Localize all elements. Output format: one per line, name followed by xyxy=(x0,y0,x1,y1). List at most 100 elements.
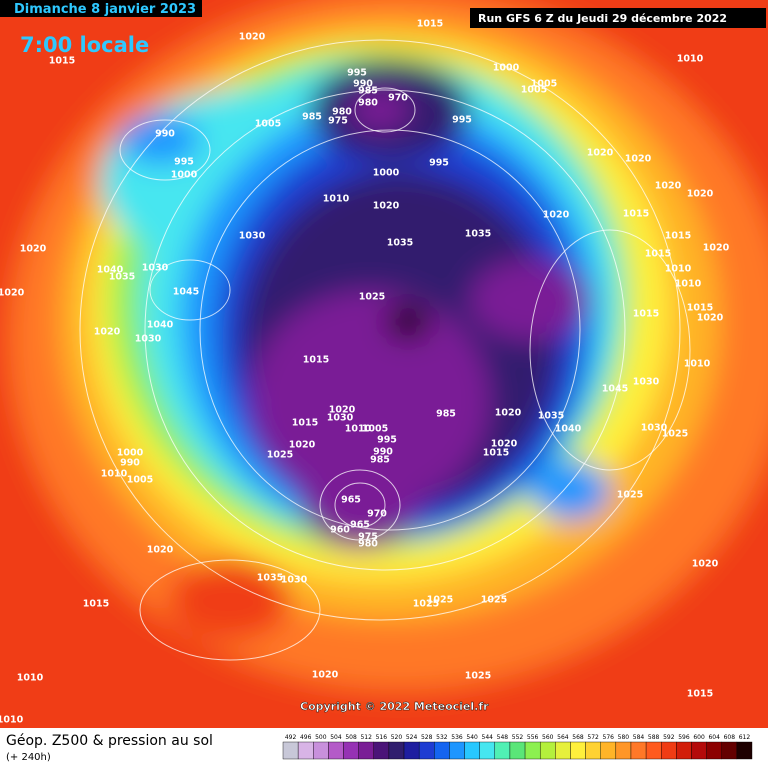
scale-swatch xyxy=(358,741,374,760)
isobar-label: 1015 xyxy=(483,448,509,459)
isobar-label: 1015 xyxy=(303,355,329,366)
scale-label: 552 xyxy=(512,734,524,741)
isobar-label: 960 xyxy=(330,525,350,536)
isobar-label: 1030 xyxy=(281,575,308,586)
isobar-label: 1020 xyxy=(0,288,25,299)
scale-label: 604 xyxy=(708,734,720,741)
isobar-label: 995 xyxy=(429,158,449,169)
scale-swatch xyxy=(479,741,496,760)
height-field xyxy=(0,0,768,728)
isobar-label: 1020 xyxy=(625,154,652,165)
isobar-label: 1040 xyxy=(97,265,124,276)
scale-label: 516 xyxy=(376,734,388,741)
scale-swatch xyxy=(328,741,344,760)
isobar-label: 1020 xyxy=(20,244,47,255)
isobar-label: 1045 xyxy=(602,384,628,395)
scale-swatch xyxy=(297,741,314,760)
isobar-label: 1025 xyxy=(267,450,293,461)
scale-label: 556 xyxy=(527,734,539,741)
isobar-label: 1010 xyxy=(675,279,702,290)
scale-swatch xyxy=(570,741,586,760)
isobar-label: 975 xyxy=(328,116,348,127)
isobar-label: 1015 xyxy=(417,19,443,30)
isobar-label: 1000 xyxy=(117,448,144,459)
scale-swatch xyxy=(509,741,526,760)
isobar-label: 1035 xyxy=(538,411,564,422)
isobar-label: 995 xyxy=(377,435,397,446)
isobar-label: 990 xyxy=(155,129,175,140)
scale-label: 504 xyxy=(330,734,342,741)
scale-label: 548 xyxy=(497,734,509,741)
isobar-label: 965 xyxy=(341,495,361,506)
scale-swatch xyxy=(721,741,738,760)
isobar-label: 1010 xyxy=(323,194,350,205)
isobar-label: 1020 xyxy=(495,408,522,419)
scale-label: 560 xyxy=(542,734,554,741)
isobar-label: 1020 xyxy=(687,189,714,200)
isobar-label: 1025 xyxy=(359,292,385,303)
scale-swatch xyxy=(539,741,556,760)
scale-swatch xyxy=(555,741,571,760)
scale-label: 532 xyxy=(436,734,448,741)
scale-swatch xyxy=(645,741,662,760)
isobar-label: 1015 xyxy=(292,418,318,429)
isobar-label: 1015 xyxy=(83,599,109,610)
scale-swatch xyxy=(615,741,632,760)
isobar-label: 1010 xyxy=(345,424,372,435)
scale-label: 512 xyxy=(360,734,372,741)
scale-label: 540 xyxy=(466,734,478,741)
run-box xyxy=(470,8,766,28)
scale-label: 608 xyxy=(724,734,736,741)
scale-swatch xyxy=(449,741,465,760)
scale-label: 500 xyxy=(315,734,327,741)
isobar-label: 1010 xyxy=(101,469,128,480)
scale-label: 612 xyxy=(739,734,751,741)
scale-label: 600 xyxy=(693,734,705,741)
color-scale: 492 496 500 504 508 512 516 520 524 528 532 536 540 5… xyxy=(282,734,753,760)
isobar-label: 980 xyxy=(358,98,378,109)
isobar-label: 1035 xyxy=(257,573,283,584)
scale-swatch xyxy=(630,741,647,760)
isobars xyxy=(79,39,691,661)
copyright: Copyright © 2022 Meteociel.fr xyxy=(300,700,489,713)
isobar-label: 1020 xyxy=(289,440,316,451)
isobar-label: 1005 xyxy=(127,475,153,486)
isobar-label: 980 xyxy=(358,539,378,550)
scale-label: 564 xyxy=(557,734,569,741)
isobar-label: 990 xyxy=(373,447,393,458)
isobar-label: 1010 xyxy=(0,715,24,726)
scale-swatch xyxy=(600,741,617,760)
footer-subtitle: (+ 240h) xyxy=(6,752,51,763)
scale-label: 508 xyxy=(345,734,357,741)
isobar-label: 1015 xyxy=(623,209,649,220)
isobar-label: 1025 xyxy=(427,595,453,606)
isobar-label: 970 xyxy=(388,93,408,104)
isobar-label: 1020 xyxy=(697,313,724,324)
footer-title: Géop. Z500 & pression au sol xyxy=(6,733,213,749)
scale-swatch xyxy=(403,741,420,760)
isobar-label: 1010 xyxy=(684,359,711,370)
isobar-label: 1010 xyxy=(17,673,44,684)
scale-label: 492 xyxy=(285,734,297,741)
scale-label: 524 xyxy=(406,734,418,741)
isobar-label: 1005 xyxy=(531,79,557,90)
isobar-label: 1015 xyxy=(633,309,659,320)
isobar-label: 1025 xyxy=(617,490,643,501)
scale-swatch xyxy=(388,741,405,760)
scale-label: 520 xyxy=(391,734,403,741)
isobar-label: 1020 xyxy=(373,201,400,212)
isobar-label: 1005 xyxy=(521,85,547,96)
footer: Géop. Z500 & pression au sol (+ 240h) 49… xyxy=(6,733,753,763)
isobar-label: 1020 xyxy=(491,439,518,450)
isobar-label: 1020 xyxy=(239,32,266,43)
isobar-label: 1020 xyxy=(587,148,614,159)
scale-label: 588 xyxy=(648,734,660,741)
isobar-label: 1000 xyxy=(171,170,198,181)
run-info: Run GFS 6 Z du Jeudi 29 décembre 2022 xyxy=(478,12,727,25)
isobar-label: 1045 xyxy=(173,287,199,298)
isobar-label: 1020 xyxy=(329,405,356,416)
isobar-label: 965 xyxy=(350,520,370,531)
isobar-label: 1025 xyxy=(465,671,491,682)
